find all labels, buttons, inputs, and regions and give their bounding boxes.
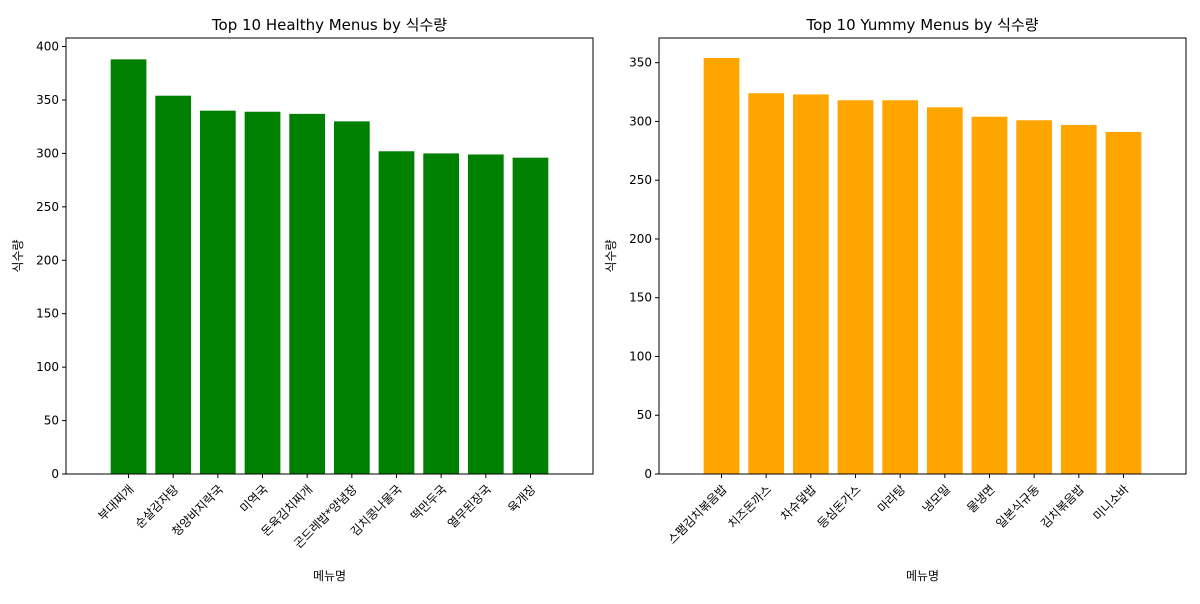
healthy-y-tick-label: 300	[36, 146, 59, 160]
yummy-bar	[926, 107, 963, 475]
yummy-x-tick-label: 마라탕	[875, 482, 908, 515]
healthy-y-tick-label: 150	[36, 307, 59, 321]
healthy-bar	[467, 154, 504, 474]
healthy-bar	[155, 95, 192, 475]
yummy-x-tick-label: 차슈덮밥	[778, 482, 819, 523]
yummy-y-tick-label: 150	[629, 291, 652, 305]
yummy-x-tick-label: 냉모밀	[920, 482, 953, 515]
healthy-bar	[199, 110, 236, 475]
yummy-y-tick-label: 350	[629, 56, 652, 70]
yummy-x-axis-label: 메뉴명	[906, 569, 939, 583]
yummy-plot-frame	[658, 37, 1187, 475]
healthy-bar	[512, 157, 549, 474]
yummy-x-tick-label: 김치볶음밥	[1038, 482, 1087, 531]
healthy-chart-title: Top 10 Healthy Menus by 식수량	[211, 16, 447, 34]
yummy-x-tick-label: 등심돈가스	[815, 482, 864, 531]
yummy-x-tick-label: 미니소바	[1090, 482, 1131, 523]
yummy-bar	[882, 100, 919, 475]
healthy-y-axis-label: 식수량	[11, 239, 25, 272]
healthy-y-tick-label: 350	[36, 93, 59, 107]
healthy-plot-frame	[65, 37, 594, 475]
healthy-y-tick-label: 50	[44, 414, 59, 428]
yummy-bar	[1016, 120, 1053, 474]
yummy-y-tick-label: 200	[629, 232, 652, 246]
yummy-x-tick-label: 치즈돈까스	[725, 482, 774, 531]
yummy-x-tick-label: 스팸김치볶음밥	[665, 482, 730, 547]
yummy-bar	[837, 100, 874, 475]
yummy-y-tick-label: 50	[637, 408, 652, 422]
healthy-x-axis-label: 메뉴명	[313, 569, 346, 583]
healthy-bar	[110, 59, 147, 474]
healthy-x-tick-label: 열무된장국	[445, 482, 494, 531]
yummy-y-tick-label: 100	[629, 349, 652, 363]
healthy-bar	[378, 151, 415, 474]
yummy-x-tick-label: 일본식규동	[993, 482, 1042, 531]
healthy-bar	[333, 121, 370, 475]
yummy-chart-title: Top 10 Yummy Menus by 식수량	[805, 16, 1038, 34]
healthy-x-tick-label: 떡만두국	[408, 482, 449, 523]
healthy-y-tick-label: 250	[36, 200, 59, 214]
healthy-bar	[244, 111, 281, 474]
healthy-bar	[423, 153, 460, 475]
healthy-x-tick-label: 미역국	[237, 482, 270, 515]
yummy-bar	[971, 116, 1008, 475]
healthy-y-tick-label: 200	[36, 253, 59, 267]
healthy-y-tick-label: 400	[36, 40, 59, 54]
yummy-bar	[1060, 124, 1097, 474]
yummy-x-tick-label: 물냉면	[964, 482, 997, 515]
healthy-bar	[289, 113, 326, 474]
yummy-y-tick-label: 300	[629, 114, 652, 128]
healthy-y-tick-label: 100	[36, 360, 59, 374]
yummy-bar	[703, 57, 740, 475]
yummy-bar	[748, 93, 785, 475]
yummy-bar	[792, 94, 829, 475]
healthy-x-tick-label: 육개장	[505, 482, 538, 515]
yummy-y-axis-label: 식수량	[604, 239, 618, 272]
yummy-y-tick-label: 0	[644, 467, 652, 481]
yummy-bar	[1105, 132, 1142, 474]
yummy-y-tick-label: 250	[629, 173, 652, 187]
healthy-x-tick-label: 부대찌개	[96, 482, 137, 523]
healthy-y-tick-label: 0	[51, 467, 59, 481]
